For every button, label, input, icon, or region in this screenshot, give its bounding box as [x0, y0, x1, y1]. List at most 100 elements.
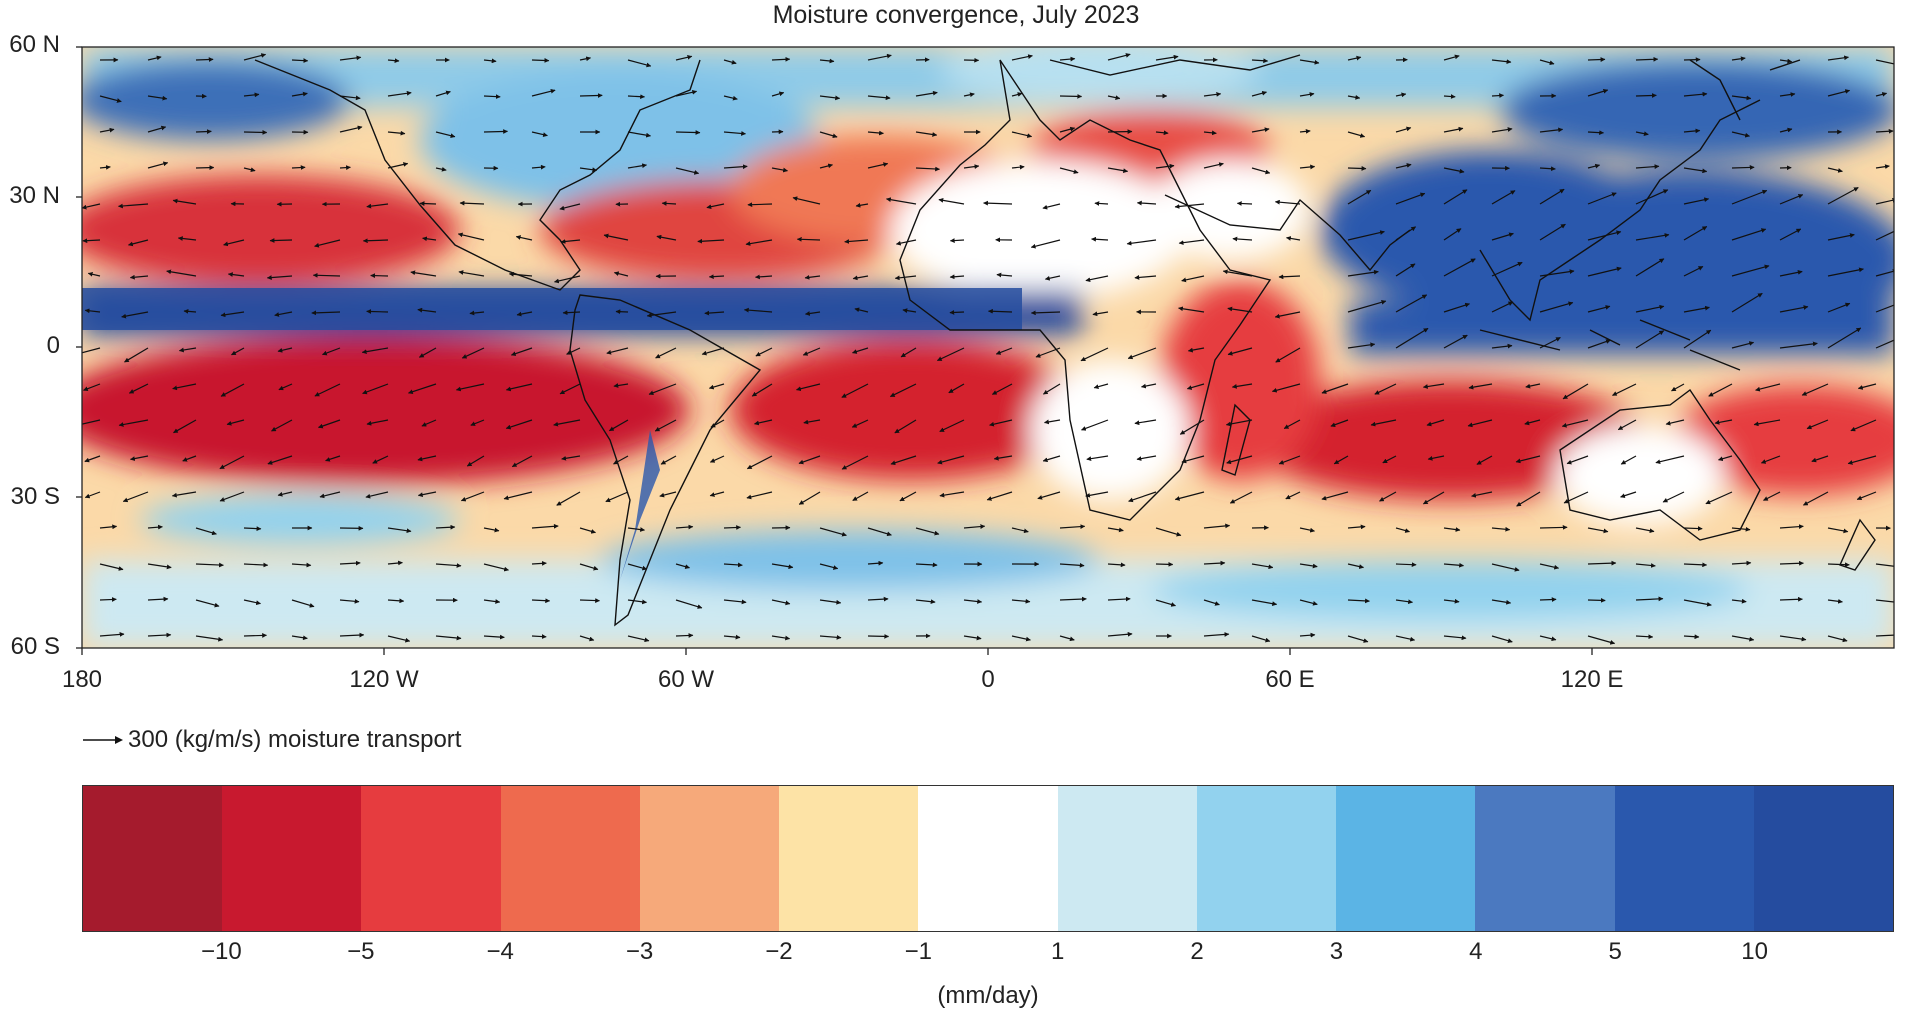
transport-arrow [1662, 491, 1685, 503]
transport-arrow [1525, 383, 1541, 389]
transport-arrow [147, 632, 172, 638]
transport-arrow [435, 90, 451, 97]
transport-arrow [1587, 230, 1622, 241]
transport-arrow [867, 53, 892, 61]
transport-arrow [128, 383, 149, 394]
transport-arrow [654, 419, 677, 432]
transport-arrow [1395, 327, 1429, 349]
transport-arrow [755, 347, 773, 357]
transport-arrow [1491, 190, 1516, 205]
transport-arrow [771, 91, 785, 97]
transport-arrow [1491, 343, 1513, 349]
transport-arrow [1155, 599, 1176, 607]
transport-arrow [1044, 275, 1061, 281]
transport-arrow [1395, 263, 1416, 277]
transport-arrow [243, 599, 261, 606]
transport-arrow [889, 383, 917, 398]
transport-arrow [1030, 310, 1061, 316]
transport-arrow [147, 563, 172, 570]
transport-arrow [579, 598, 600, 603]
colorbar-tick-label: 2 [1190, 938, 1204, 965]
transport-arrow [516, 311, 533, 317]
transport-arrow [1443, 94, 1456, 99]
transport-arrow [603, 233, 629, 241]
colorbar-bin [361, 786, 501, 931]
lon-label-0: 0 [981, 666, 995, 693]
transport-arrow [1875, 599, 1894, 603]
transport-arrow [867, 633, 890, 639]
transport-arrow [1561, 419, 1589, 428]
transport-arrow [1347, 342, 1376, 349]
transport-arrow [339, 598, 360, 604]
transport-arrow [195, 562, 224, 568]
transport-arrow [171, 491, 197, 498]
transport-arrow [819, 163, 833, 169]
transport-arrow [627, 563, 648, 571]
transport-arrow [243, 167, 256, 173]
transport-arrow [1491, 301, 1514, 313]
transport-arrow [1635, 258, 1665, 277]
transport-arrow [1203, 130, 1217, 136]
transport-arrow [554, 275, 581, 284]
transport-arrow [675, 130, 701, 135]
transport-arrow [1655, 455, 1685, 465]
transport-arrow [996, 272, 1013, 278]
transport-arrow [1587, 560, 1617, 566]
transport-arrow [553, 419, 581, 427]
transport-arrow [627, 527, 645, 532]
transport-arrow [949, 238, 965, 243]
transport-arrow [1587, 130, 1604, 136]
transport-arrow [655, 347, 677, 359]
transport-arrow [709, 455, 725, 463]
transport-arrow [1299, 59, 1320, 65]
transport-arrow [182, 455, 197, 462]
transport-arrow [1347, 55, 1362, 61]
transport-arrow [118, 203, 149, 209]
transport-arrow [1811, 455, 1829, 463]
transport-arrow [99, 524, 118, 530]
transport-arrow [579, 635, 595, 642]
transport-arrow [675, 524, 694, 530]
transport-arrow [1081, 419, 1109, 431]
moisture-convergence-map [76, 46, 1895, 655]
transport-arrow [1426, 419, 1445, 427]
transport-arrow [819, 634, 842, 640]
transport-arrow [1763, 491, 1781, 501]
transport-arrow [366, 419, 389, 426]
transport-arrow [1683, 57, 1701, 63]
transport-arrow [387, 527, 412, 534]
transport-arrow [1683, 526, 1703, 531]
colorbar-tick-label: 1 [1051, 938, 1065, 965]
transport-arrow [1539, 223, 1566, 241]
transport-arrow [751, 383, 773, 397]
transport-arrow [708, 274, 725, 280]
lat-ticks [76, 46, 82, 649]
transport-arrow [243, 633, 267, 638]
transport-arrow [1395, 226, 1416, 241]
transport-arrow [1760, 455, 1781, 464]
transport-arrow [1155, 130, 1169, 136]
transport-arrow [1683, 634, 1700, 640]
transport-arrow [220, 311, 245, 318]
transport-arrow [483, 94, 501, 99]
transport-arrow [469, 310, 485, 316]
colorbar-bin [1336, 786, 1476, 931]
transport-arrow [771, 56, 791, 62]
transport-arrow [1030, 239, 1061, 249]
transport-arrow [147, 596, 169, 602]
transport-arrow [1141, 383, 1157, 389]
transport-arrow [1275, 347, 1301, 363]
transport-arrow [798, 455, 821, 465]
transport-arrow [147, 55, 162, 61]
transport-arrow [1042, 203, 1061, 210]
transport-arrow [99, 127, 115, 133]
transport-arrow [1635, 189, 1669, 205]
transport-arrow [1187, 347, 1205, 353]
transport-arrow [129, 274, 149, 280]
transport-arrow [675, 167, 700, 175]
transport-arrow [1827, 267, 1864, 277]
transport-arrow [1827, 635, 1848, 643]
transport-arrow [1274, 311, 1301, 319]
transport-key-label: 300 (kg/m/s) moisture transport [128, 726, 462, 753]
transport-arrow [1395, 126, 1412, 133]
